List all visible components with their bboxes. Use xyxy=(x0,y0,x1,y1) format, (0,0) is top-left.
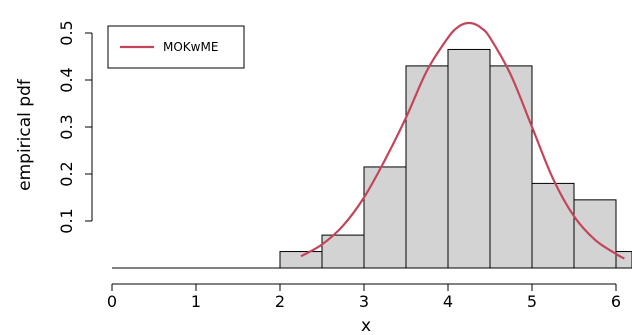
y-tick-label: 0.5 xyxy=(57,20,76,45)
x-tick-label: 2 xyxy=(275,292,285,311)
legend: MOKwME xyxy=(107,25,245,69)
x-tick-label: 0 xyxy=(107,292,117,311)
y-tick-label: 0.3 xyxy=(57,114,76,139)
histogram-bars xyxy=(279,48,632,269)
histogram-bar-3 xyxy=(405,65,449,269)
histogram-bar-5 xyxy=(489,65,533,269)
histogram-bar-7 xyxy=(573,199,617,269)
histogram-bar-8 xyxy=(615,251,632,269)
histogram-bar-6 xyxy=(531,182,575,269)
y-axis-ticks: 0.1 0.2 0.3 0.4 0.5 xyxy=(57,20,92,234)
y-tick-label: 0.4 xyxy=(57,67,76,92)
x-tick-label: 5 xyxy=(527,292,537,311)
legend-label-mokwme: MOKwME xyxy=(163,40,218,54)
x-axis-label: x xyxy=(361,316,371,335)
y-tick-label: 0.2 xyxy=(57,161,76,186)
x-tick-label: 1 xyxy=(191,292,201,311)
x-tick-label: 6 xyxy=(611,292,621,311)
histogram-bar-1 xyxy=(321,234,365,269)
histogram-bar-2 xyxy=(363,166,407,269)
density-curve-mokwme xyxy=(300,21,625,260)
x-tick-label: 4 xyxy=(443,292,453,311)
x-axis-ticks: 0 1 2 3 4 5 6 xyxy=(107,284,621,311)
x-tick-label: 3 xyxy=(359,292,369,311)
histogram-bar-4 xyxy=(447,48,491,269)
y-tick-label: 0.1 xyxy=(57,208,76,233)
y-axis-label: empirical pdf xyxy=(15,78,35,191)
histogram-bar-0 xyxy=(279,251,323,269)
